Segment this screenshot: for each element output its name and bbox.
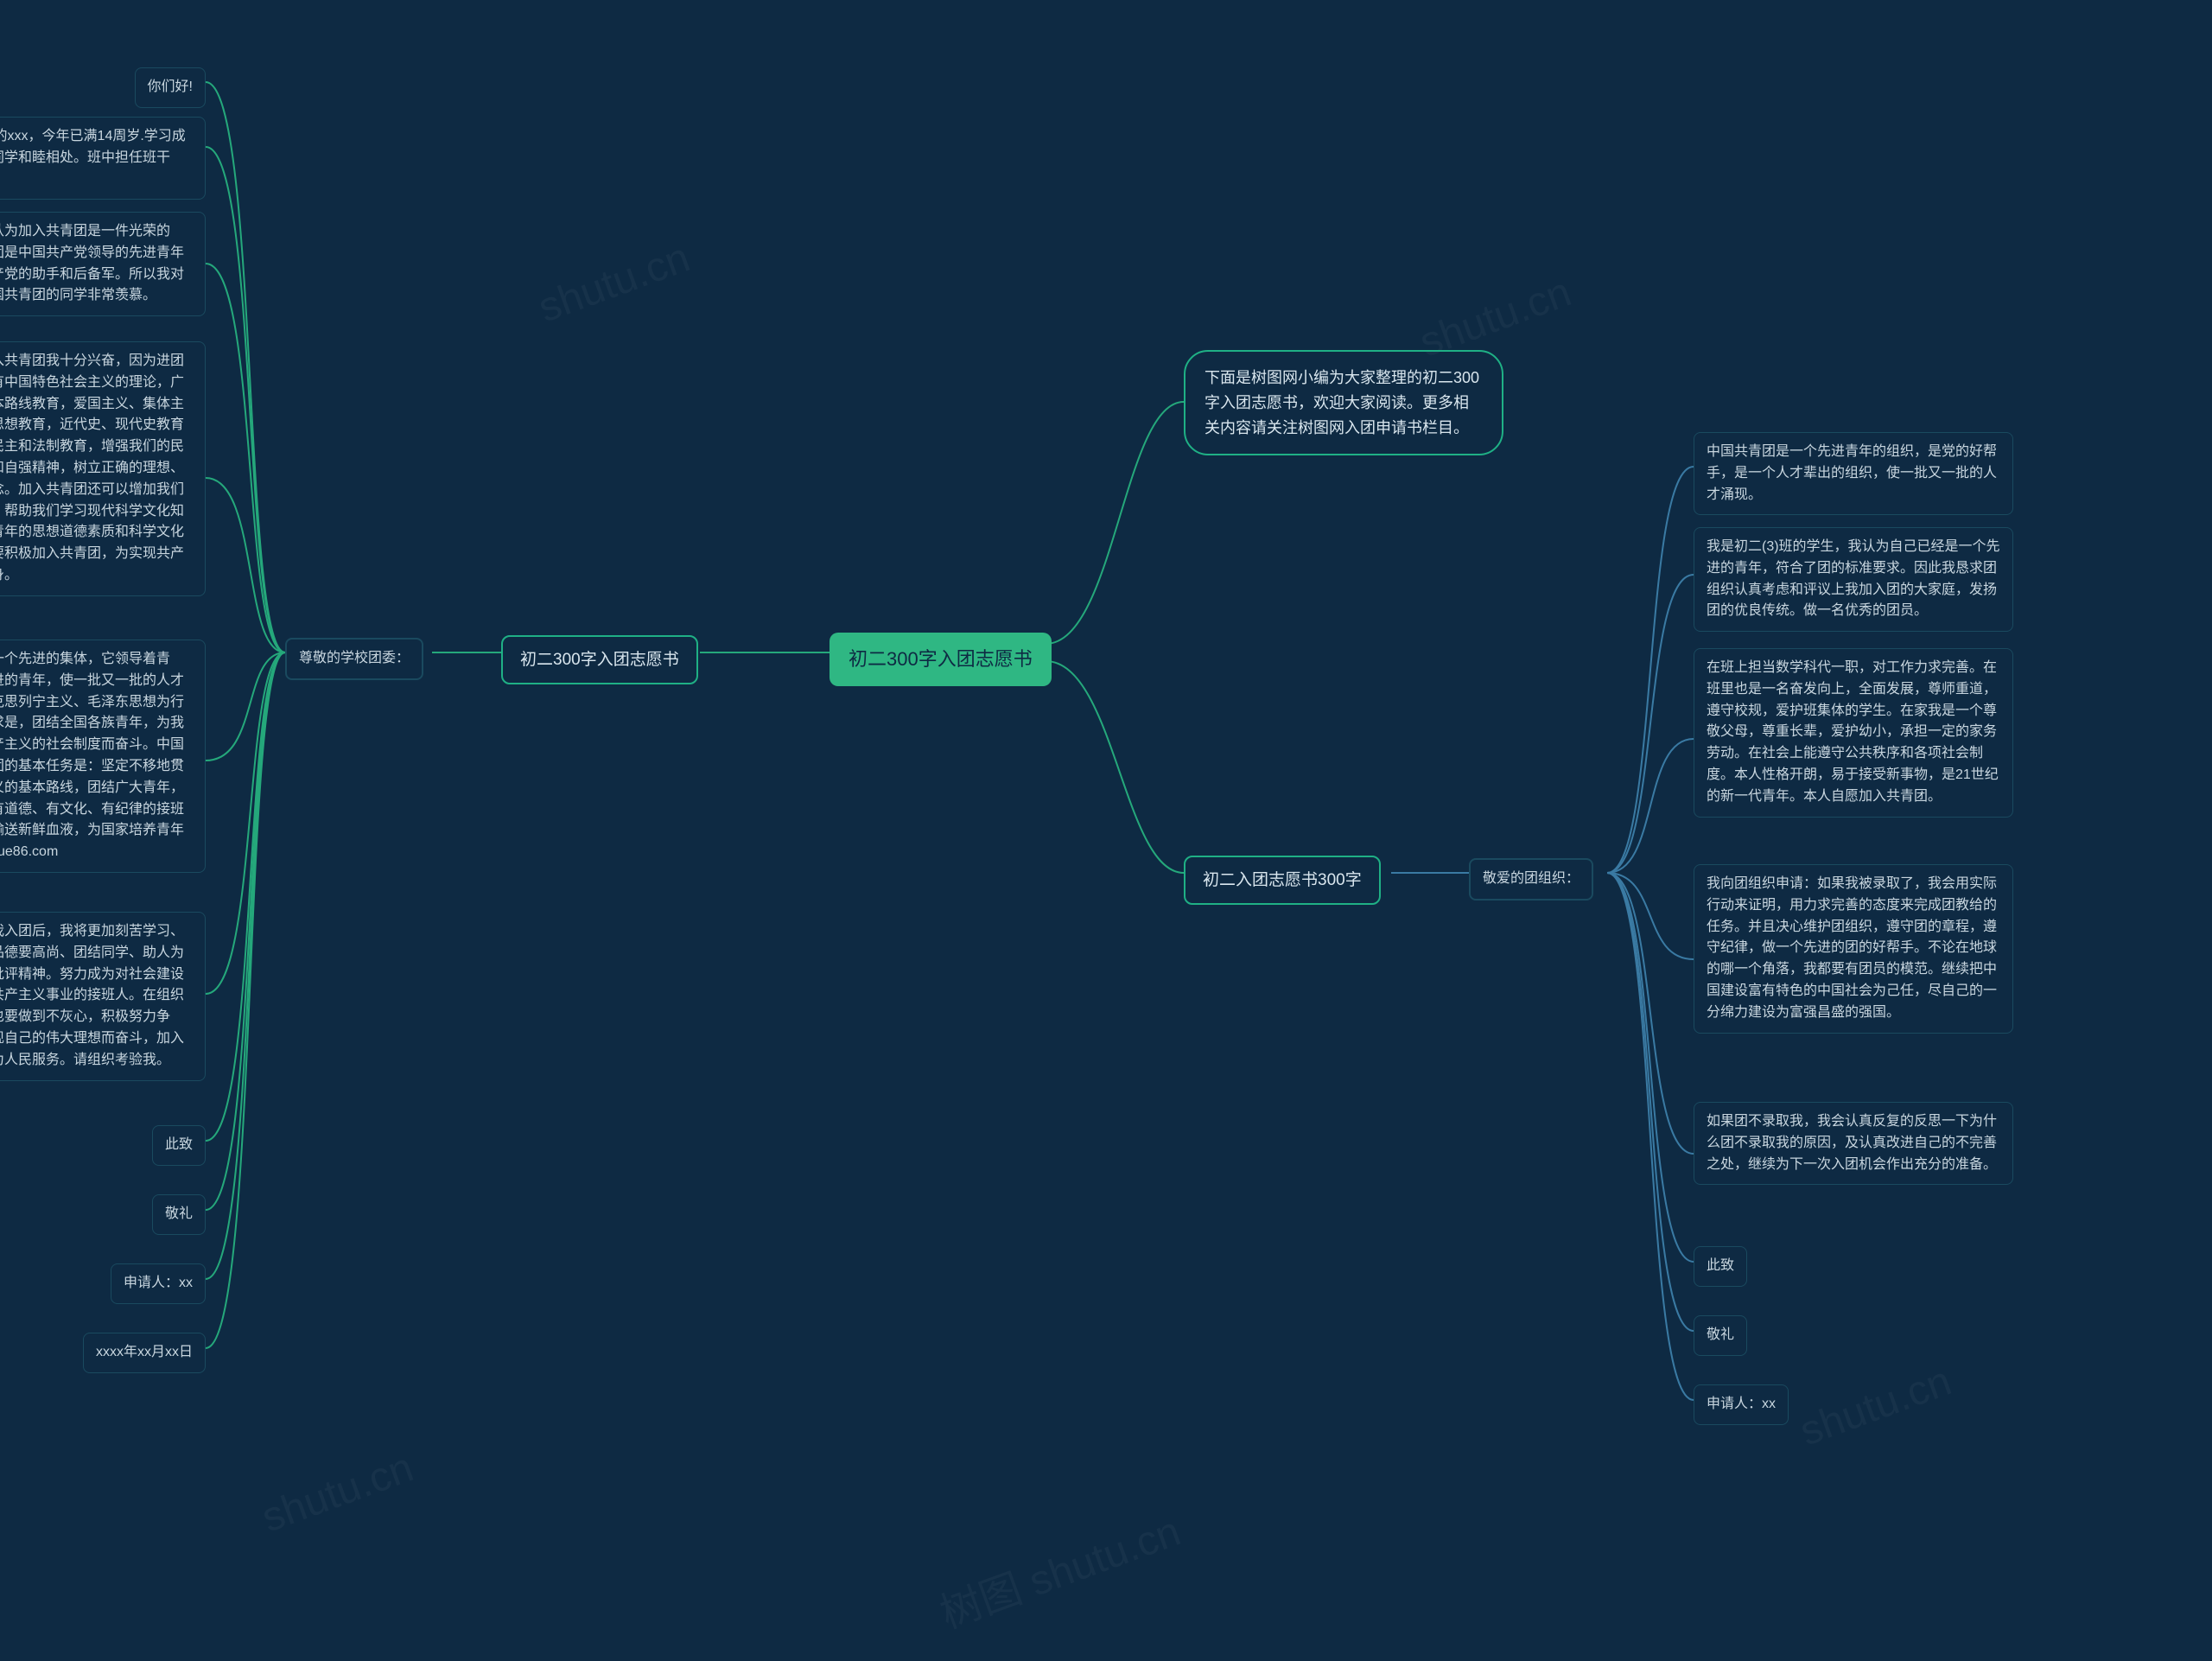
right-leaf-7[interactable]: 申请人：xx xyxy=(1694,1384,1789,1425)
left-sub[interactable]: 尊敬的学校团委： xyxy=(285,638,423,680)
watermark: shutu.cn xyxy=(256,1444,419,1543)
left-leaf-4[interactable]: 中国共青团是一个先进的集体，它领导着青年，培养出先进的青年，使一批又一批的人才涌… xyxy=(0,640,206,873)
watermark: 树图 shutu.cn xyxy=(931,1497,1187,1639)
right-leaf-0[interactable]: 中国共青团是一个先进青年的组织，是党的好帮手，是一个人才辈出的组织，使一批又一批… xyxy=(1694,432,2013,515)
right-branch[interactable]: 初二入团志愿书300字 xyxy=(1184,856,1381,905)
root-node[interactable]: 初二300字入团志愿书 xyxy=(830,633,1052,686)
left-leaf-9[interactable]: xxxx年xx月xx日 xyxy=(83,1333,206,1373)
left-leaf-1[interactable]: 我是初二(1)班的xxx，今年已满14周岁.学习成绩优秀，能和同学和睦相处。班中… xyxy=(0,117,206,200)
left-leaf-3[interactable]: 这次有机会加入共青团我十分兴奋，因为进团可以学习建设有中国特色社会主义的理论，广… xyxy=(0,341,206,596)
right-sub[interactable]: 敬爱的团组织： xyxy=(1469,858,1593,901)
left-leaf-7[interactable]: 敬礼 xyxy=(152,1194,206,1235)
right-leaf-3[interactable]: 我向团组织申请：如果我被录取了，我会用实际行动来证明，用力求完善的态度来完成团教… xyxy=(1694,864,2013,1034)
right-leaf-4[interactable]: 如果团不录取我，我会认真反复的反思一下为什么团不录取我的原因，及认真改进自己的不… xyxy=(1694,1102,2013,1185)
right-leaf-6[interactable]: 敬礼 xyxy=(1694,1315,1747,1356)
right-leaf-5[interactable]: 此致 xyxy=(1694,1246,1747,1287)
left-branch[interactable]: 初二300字入团志愿书 xyxy=(501,635,698,684)
watermark: shutu.cn xyxy=(1794,1358,1957,1456)
right-intro[interactable]: 下面是树图网小编为大家整理的初二300字入团志愿书，欢迎大家阅读。更多相关内容请… xyxy=(1184,350,1503,455)
watermark: shutu.cn xyxy=(532,234,696,333)
right-leaf-2[interactable]: 在班上担当数学科代一职，对工作力求完善。在班里也是一名奋发向上，全面发展，尊师重… xyxy=(1694,648,2013,818)
right-leaf-1[interactable]: 我是初二(3)班的学生，我认为自己已经是一个先进的青年，符合了团的标准要求。因此… xyxy=(1694,527,2013,632)
left-leaf-6[interactable]: 此致 xyxy=(152,1125,206,1166)
connector-lines xyxy=(0,0,2212,1661)
left-leaf-2[interactable]: 一直以来我都认为加入共青团是一件光荣的事，因为共青团是中国共产党领导的先进青年的… xyxy=(0,212,206,316)
left-leaf-5[interactable]: 在团组织批准我入团后，我将更加刻苦学习、工作要勤奋、品德要高尚、团结同学、助人为… xyxy=(0,912,206,1081)
left-leaf-8[interactable]: 申请人：xx xyxy=(111,1263,206,1304)
left-leaf-0[interactable]: 你们好! xyxy=(135,67,206,108)
